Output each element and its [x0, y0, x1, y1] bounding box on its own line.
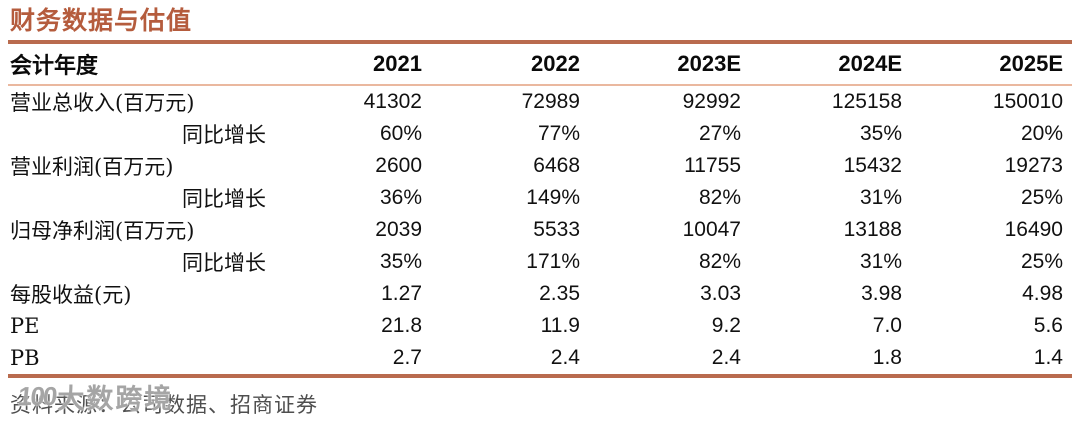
value-cell: 15432: [843, 154, 902, 177]
table-row-pe: PE 21.8 11.9 9.2 7.0 5.6: [8, 310, 1072, 342]
value-cell: 2.4: [711, 346, 741, 369]
header-fiscal-year: 会计年度: [8, 44, 273, 86]
value-cell: 31%: [859, 250, 902, 273]
value-cell: 5.6: [1033, 314, 1063, 337]
value-cell: 25%: [1020, 186, 1063, 209]
row-label: 归母净利润(百万元): [10, 219, 195, 243]
value-cell: 11.9: [540, 314, 580, 337]
financial-table: 会计年度 2021 2022 2023E 2024E 2025E 营业总收入(百…: [8, 44, 1072, 374]
value-cell: 2.7: [392, 346, 422, 369]
table-row-net-profit-yoy-growth: 同比增长 35% 171% 82% 31% 25%: [8, 246, 1072, 278]
row-label: 营业总收入(百万元): [10, 91, 195, 115]
source-note: 资料来源：公司数据、招商证券: [10, 393, 318, 417]
value-cell: 16490: [1004, 218, 1063, 241]
value-cell: 36%: [379, 186, 422, 209]
row-label: 营业利润(百万元): [10, 155, 174, 179]
value-cell: 77%: [537, 122, 580, 145]
row-label: 同比增长: [182, 251, 266, 275]
value-cell: 27%: [698, 122, 741, 145]
header-year-2022: 2022: [422, 44, 580, 86]
table-row-eps: 每股收益(元) 1.27 2.35 3.03 3.98 4.98: [8, 278, 1072, 310]
value-cell: 5533: [533, 218, 580, 241]
value-cell: 13188: [843, 218, 902, 241]
value-cell: 150010: [992, 90, 1063, 113]
value-cell: 72989: [521, 90, 580, 113]
value-cell: 3.03: [700, 282, 741, 305]
row-label: 同比增长: [182, 123, 266, 147]
report-financial-table-page: 财务数据与估值 会计年度 2021 2022 2023E 2024E 2025E…: [0, 3, 1080, 424]
value-cell: 35%: [379, 250, 422, 273]
value-cell: 82%: [698, 186, 741, 209]
value-cell: 7.0: [872, 314, 902, 337]
row-label: 同比增长: [182, 187, 266, 211]
value-cell: 3.98: [861, 282, 902, 305]
table-header-row: 会计年度 2021 2022 2023E 2024E 2025E: [8, 44, 1072, 86]
value-cell: 35%: [859, 122, 902, 145]
value-cell: 125158: [831, 90, 902, 113]
value-cell: 9.2: [711, 314, 741, 337]
value-cell: 6468: [533, 154, 580, 177]
value-cell: 2.4: [550, 346, 580, 369]
table-row-operating-profit: 营业利润(百万元) 2600 6468 11755 15432 19273: [8, 150, 1072, 182]
value-cell: 2600: [375, 154, 422, 177]
financial-table-wrapper: 会计年度 2021 2022 2023E 2024E 2025E 营业总收入(百…: [8, 40, 1072, 378]
header-year-2021: 2021: [273, 44, 422, 86]
value-cell: 21.8: [381, 314, 422, 337]
value-cell: 41302: [363, 90, 422, 113]
value-cell: 31%: [859, 186, 902, 209]
page-title: 财务数据与估值: [10, 6, 193, 35]
table-row-profit-yoy-growth: 同比增长 36% 149% 82% 31% 25%: [8, 182, 1072, 214]
value-cell: 92992: [682, 90, 741, 113]
value-cell: 1.8: [872, 346, 902, 369]
value-cell: 171%: [526, 250, 580, 273]
header-year-2025e: 2025E: [902, 44, 1072, 86]
value-cell: 1.27: [381, 282, 422, 305]
value-cell: 2.35: [539, 282, 580, 305]
row-label: PE: [10, 314, 40, 338]
table-row-revenue-yoy-growth: 同比增长 60% 77% 27% 35% 20%: [8, 118, 1072, 150]
value-cell: 1.4: [1033, 346, 1063, 369]
value-cell: 4.98: [1022, 282, 1063, 305]
row-label: 每股收益(元): [10, 283, 132, 307]
row-label: PB: [10, 346, 40, 370]
value-cell: 60%: [379, 122, 422, 145]
value-cell: 149%: [526, 186, 580, 209]
header-year-2024e: 2024E: [741, 44, 902, 86]
value-cell: 20%: [1020, 122, 1063, 145]
value-cell: 82%: [698, 250, 741, 273]
value-cell: 11755: [684, 154, 741, 177]
table-row-total-revenue: 营业总收入(百万元) 41302 72989 92992 125158 1500…: [8, 85, 1072, 118]
header-year-2023e: 2023E: [580, 44, 741, 86]
table-row-net-profit: 归母净利润(百万元) 2039 5533 10047 13188 16490: [8, 214, 1072, 246]
value-cell: 2039: [375, 218, 422, 241]
value-cell: 10047: [682, 218, 741, 241]
table-row-pb: PB 2.7 2.4 2.4 1.8 1.4: [8, 342, 1072, 374]
value-cell: 19273: [1004, 154, 1063, 177]
value-cell: 25%: [1020, 250, 1063, 273]
